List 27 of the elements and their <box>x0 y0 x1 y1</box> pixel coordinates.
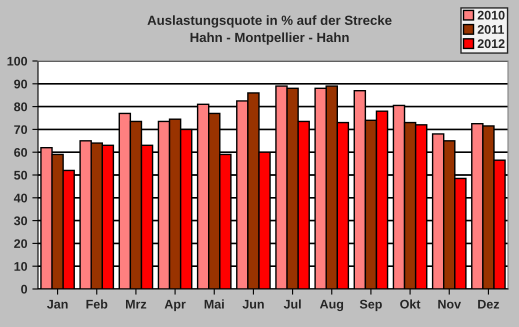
x-tick-label: Jun <box>242 300 264 309</box>
y-tick-label: 60 <box>14 148 28 157</box>
x-tick-label: Dez <box>478 300 500 309</box>
y-tick-label: 20 <box>14 239 28 248</box>
x-tick-label: Sep <box>360 300 382 312</box>
legend-label: 2012 <box>478 39 505 48</box>
x-tick-label: Jul <box>284 299 301 309</box>
y-tick-label: 90 <box>14 80 28 88</box>
y-tick-label: 70 <box>14 125 28 134</box>
x-tick-label: Okt <box>400 299 420 309</box>
y-tick-label: 0 <box>21 284 28 294</box>
chart-title: Auslastungsquote in % auf der Strecke Hahn - Montpellier - Hahn <box>147 15 392 45</box>
x-tick-label: Nov <box>438 300 461 309</box>
y-tick-label: 50 <box>14 170 28 180</box>
x-tick-label: Mai <box>204 299 224 309</box>
x-tick-label: Apr <box>164 300 186 312</box>
y-tick-label: 10 <box>14 262 28 271</box>
legend-label: 2010 <box>478 10 505 20</box>
x-tick-label: Mrz <box>126 300 146 308</box>
y-tick-label: 40 <box>14 194 28 202</box>
y-tick-label: 30 <box>14 216 28 226</box>
legend-label: 2011 <box>478 25 504 34</box>
x-tick-label: Jan <box>47 300 68 309</box>
x-tick-label: Feb <box>86 299 108 309</box>
y-tick-label: 100 <box>8 56 28 66</box>
y-tick-label: 80 <box>14 102 28 112</box>
x-tick-label: Aug <box>320 300 344 312</box>
